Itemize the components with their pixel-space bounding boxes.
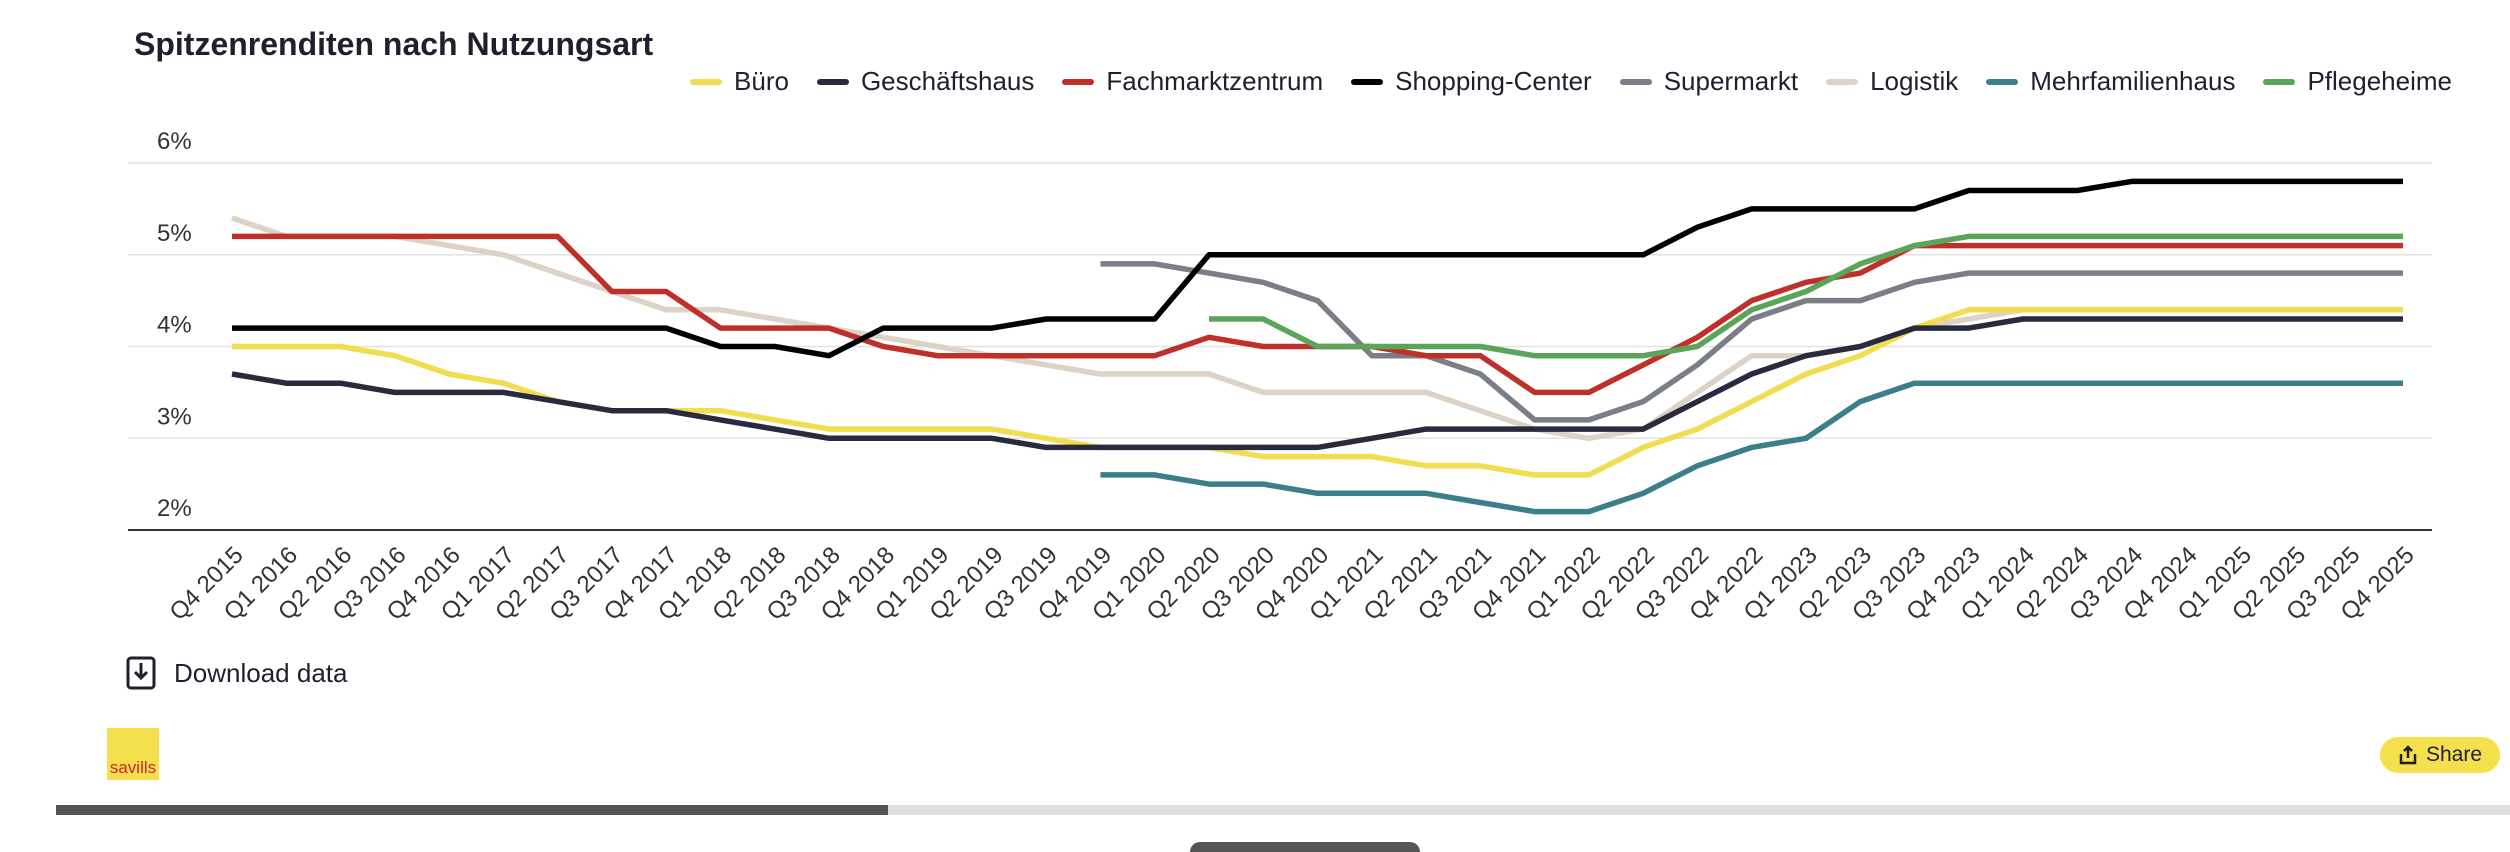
- y-tick-label: 3%: [157, 403, 192, 430]
- legend-label: Supermarkt: [1663, 66, 1799, 96]
- legend-swatch: [690, 78, 723, 85]
- logo-text: savills: [109, 758, 157, 777]
- legend-item[interactable]: Mehrfamilienhaus: [1986, 66, 2235, 97]
- scrollbar-thumb[interactable]: [56, 805, 888, 815]
- legend-item[interactable]: Fachmarktzentrum: [1062, 66, 1323, 97]
- legend-item[interactable]: Geschäftshaus: [816, 66, 1035, 97]
- series-line: [232, 233, 2403, 396]
- legend-swatch: [1062, 78, 1095, 85]
- series-line: [1209, 233, 2403, 359]
- pager[interactable]: [1190, 842, 1420, 852]
- legend-label: Geschäftshaus: [860, 66, 1035, 96]
- legend-swatch: [1826, 78, 1859, 85]
- series-line: [1100, 261, 2403, 423]
- legend-label: Logistik: [1870, 66, 1959, 96]
- y-tick-label: 4%: [157, 312, 192, 339]
- logo: savills: [107, 728, 159, 780]
- share-button[interactable]: Share: [2380, 737, 2500, 773]
- y-tick-label: 5%: [157, 220, 192, 247]
- download-icon: [126, 656, 156, 690]
- legend: Büro Geschäftshaus Fachmarktzentrum Shoppin…: [690, 66, 2452, 97]
- legend-item[interactable]: Shopping-Center: [1351, 66, 1592, 97]
- chart-title: Spitzenrenditen nach Nutzungsart: [134, 26, 654, 62]
- legend-swatch: [1619, 78, 1652, 85]
- share-icon: [2399, 745, 2417, 765]
- legend-label: Fachmarktzentrum: [1106, 66, 1324, 96]
- series-line: [232, 178, 2403, 359]
- y-tick-label: 6%: [157, 128, 192, 155]
- legend-label: Pflegeheime: [2307, 66, 2452, 96]
- legend-item[interactable]: Pflegeheime: [2263, 66, 2452, 97]
- scrollbar-track[interactable]: [56, 805, 2510, 815]
- share-label: Share: [2425, 743, 2483, 766]
- legend-label: Büro: [734, 66, 789, 96]
- y-tick-label: 2%: [157, 495, 192, 522]
- legend-item[interactable]: Büro: [690, 66, 789, 97]
- legend-swatch: [816, 78, 849, 85]
- legend-item[interactable]: Logistik: [1826, 66, 1958, 97]
- legend-swatch: [1986, 78, 2019, 85]
- download-label: Download data: [174, 657, 348, 688]
- series-line: [231, 316, 2403, 451]
- legend-swatch: [2263, 78, 2296, 85]
- download-button[interactable]: Download data: [126, 656, 347, 690]
- legend-swatch: [1351, 78, 1384, 85]
- legend-label: Shopping-Center: [1395, 66, 1592, 96]
- legend-label: Mehrfamilienhaus: [2030, 66, 2236, 96]
- legend-item[interactable]: Supermarkt: [1619, 66, 1799, 97]
- series-line: [1100, 380, 2403, 515]
